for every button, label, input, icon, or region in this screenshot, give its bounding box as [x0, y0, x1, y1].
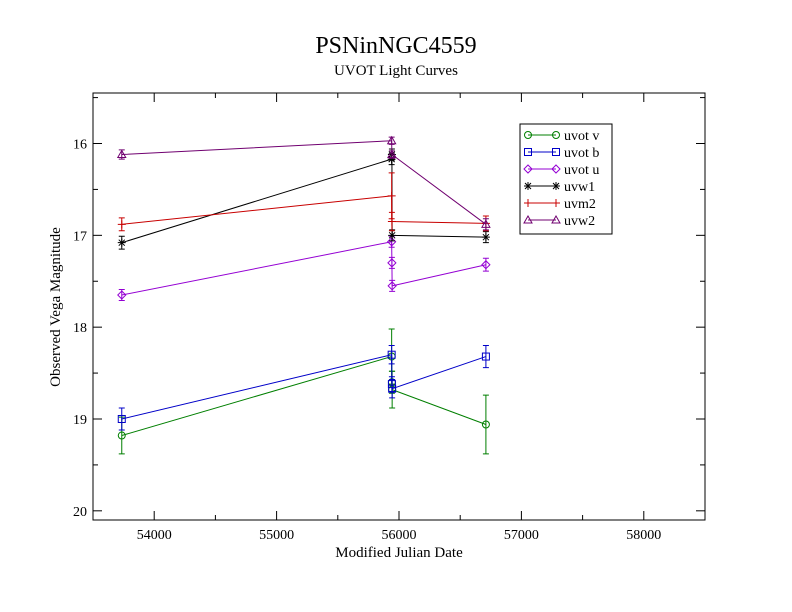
legend-marker — [524, 199, 532, 207]
data-point — [387, 217, 396, 226]
x-tick-label: 58000 — [626, 528, 661, 543]
legend-label: uvot b — [564, 146, 599, 161]
legend-marker — [552, 182, 560, 190]
x-tick-label: 54000 — [137, 528, 172, 543]
legend-marker — [552, 131, 560, 139]
y-tick-label: 20 — [73, 505, 87, 520]
error-bar — [389, 379, 396, 399]
x-tick-label: 57000 — [504, 528, 539, 543]
y-tick-label: 19 — [73, 413, 87, 428]
legend-marker — [524, 148, 532, 156]
data-point — [387, 149, 397, 159]
data-point — [481, 233, 490, 242]
series-uvot-v — [117, 328, 490, 455]
legend-box — [519, 123, 613, 235]
series-line-uvm2 — [121, 195, 486, 225]
x-tick-label: 56000 — [382, 528, 417, 543]
data-point — [481, 420, 490, 429]
legend-label: uvot u — [564, 163, 599, 178]
series-line-uvw1 — [121, 154, 486, 244]
data-point — [387, 350, 396, 359]
plot-frame — [92, 92, 706, 521]
data-point — [481, 219, 491, 228]
legend-marker — [551, 164, 561, 174]
data-point — [117, 414, 126, 423]
data-point — [117, 220, 126, 229]
legend-label: uvot v — [564, 129, 599, 144]
legend-label: uvw1 — [564, 180, 595, 195]
series-uvot-b — [117, 345, 490, 431]
chart-subtitle: UVOT Light Curves — [334, 63, 458, 79]
legend-marker — [552, 199, 560, 207]
y-tick-label: 16 — [73, 138, 87, 153]
data-point — [388, 384, 397, 393]
legend-item-uvot-v: uvot v — [524, 129, 599, 144]
y-tick-label: 18 — [73, 321, 87, 336]
data-point — [387, 191, 396, 200]
legend-item-uvm2: uvm2 — [524, 197, 596, 212]
series-uvw2 — [116, 135, 491, 231]
data-point — [117, 290, 127, 300]
data-point — [481, 352, 490, 361]
series-uvot-u — [117, 235, 491, 302]
legend: uvot v uvot b uvot u uvw1 uvm2 uvw2 — [523, 129, 599, 229]
data-point — [117, 238, 126, 247]
legend-item-uvot-u: uvot u — [523, 163, 599, 178]
legend-marker — [523, 164, 533, 174]
series-line-uvot-u — [121, 241, 487, 296]
y-tick-label: 17 — [73, 229, 87, 244]
error-bar — [482, 345, 489, 369]
series-line-uvw2 — [121, 140, 487, 225]
x-tick-label: 55000 — [259, 528, 294, 543]
series-line-uvot-b — [121, 354, 487, 420]
data-point — [386, 135, 397, 145]
error-bar — [118, 407, 125, 431]
chart-title: PSNinNGC4559 — [315, 33, 477, 59]
series-line-uvot-v — [121, 355, 487, 436]
error-bar — [482, 394, 489, 455]
legend-marker — [551, 214, 561, 224]
series-uvw1 — [117, 148, 490, 250]
data-point — [388, 231, 397, 240]
data-point — [117, 431, 126, 440]
axis-ticks: 54000 55000 56000 57000 58000 16 17 18 19 20 — [73, 93, 706, 543]
legend-item-uvot-b: uvot b — [524, 146, 599, 161]
y-axis-label: Observed Vega Magnitude — [48, 227, 64, 387]
data-point — [116, 149, 127, 159]
series-layer — [116, 135, 491, 455]
legend-label: uvw2 — [564, 214, 595, 229]
series-uvm2 — [117, 172, 490, 232]
data-point — [387, 281, 397, 291]
legend-marker — [524, 131, 532, 139]
legend-marker — [523, 214, 533, 224]
legend-marker — [552, 148, 560, 156]
legend-item-uvw1: uvw1 — [524, 180, 595, 195]
data-point — [481, 260, 491, 270]
legend-item-uvw2: uvw2 — [523, 214, 595, 229]
x-axis-label: Modified Julian Date — [335, 545, 463, 561]
error-bar — [388, 345, 395, 365]
data-point — [387, 258, 397, 268]
legend-label: uvm2 — [564, 197, 596, 212]
legend-marker — [524, 182, 532, 190]
